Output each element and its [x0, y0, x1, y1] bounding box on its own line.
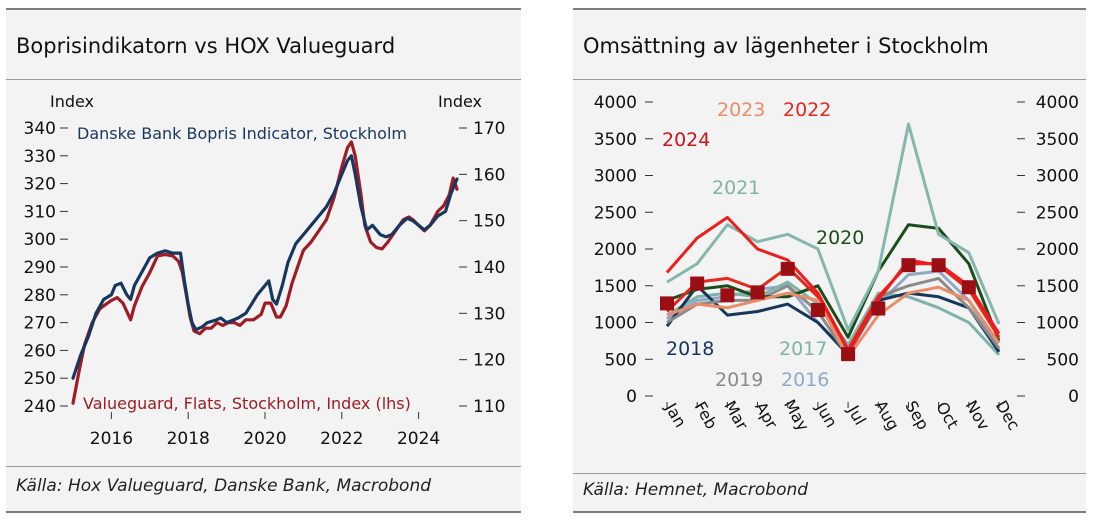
y-right-tick-label: 4000: [1036, 93, 1079, 113]
y-right-tick-label: 3000: [1036, 167, 1079, 187]
y-left-tick-label: 330: [24, 147, 56, 167]
y-right-tick-label: 130: [473, 304, 505, 324]
y-left-tick-label: 2500: [594, 203, 637, 223]
marker-2024: [871, 301, 886, 316]
y-right-tick-label: 160: [473, 165, 505, 185]
right-chart-panel: Omsättning av lägenheter i Stockholm Käl…: [573, 8, 1086, 513]
y-right-tick-label: 110: [473, 397, 505, 417]
panel-top-rule: [6, 8, 521, 10]
y-left-tick-label: 310: [24, 202, 56, 222]
y-right-tick-label: 1500: [1036, 277, 1079, 297]
panel-bottom-rule: [6, 511, 521, 513]
x-tick-label: Nov: [962, 397, 994, 434]
y-right-tick-label: 500: [1047, 350, 1079, 370]
y-right-tick-label: 150: [473, 212, 505, 232]
y-right-tick-label: 140: [473, 258, 505, 278]
year-label-2021: 2021: [712, 177, 760, 199]
y-left-tick-label: 260: [24, 341, 56, 361]
y-left-tick-label: 250: [24, 369, 56, 389]
y-left-tick-label: 270: [24, 314, 56, 334]
y-left-tick-label: 0: [626, 387, 637, 407]
left-chart-source: Källa: Hox Valueguard, Danske Bank, Macr…: [16, 476, 432, 496]
year-label-2016: 2016: [781, 369, 829, 391]
marker-2024: [931, 258, 946, 273]
right-chart-source: Källa: Hemnet, Macrobond: [583, 480, 809, 500]
y-left-tick-label: 340: [24, 119, 56, 139]
marker-2024: [961, 280, 976, 295]
x-tick-label: 2022: [320, 429, 363, 449]
source-divider: [573, 473, 1086, 474]
x-tick-label: Jan: [661, 399, 690, 431]
title-divider: [573, 79, 1086, 80]
y-right-tick-label: 1000: [1036, 314, 1079, 334]
x-tick-label: Sep: [901, 397, 933, 433]
marker-2024: [660, 296, 674, 311]
marker-2024: [690, 276, 705, 291]
series-line-2020: [666, 223, 1001, 342]
y-left-tick-label: 3500: [594, 130, 637, 150]
y-left-tick-label: 320: [24, 175, 56, 195]
x-tick-label: Apr: [751, 399, 782, 433]
y-left-tick-label: 2000: [594, 240, 637, 260]
y-axis-right-label: Index: [438, 92, 482, 111]
y-right-tick-label: 2000: [1036, 240, 1079, 260]
x-tick-label: Oct: [932, 399, 962, 432]
series-line-danske-bank: [71, 154, 459, 380]
right-chart-title: Omsättning av lägenheter i Stockholm: [583, 34, 989, 58]
y-right-tick-label: 3500: [1036, 130, 1079, 150]
y-right-tick-label: 170: [473, 119, 505, 139]
series-label-valueguard: Valueguard, Flats, Stockholm, Index (lhs…: [83, 394, 411, 413]
panel-bottom-rule: [573, 511, 1086, 513]
series-label-danske: Danske Bank Bopris Indicator, Stockholm: [77, 124, 407, 143]
year-label-2019: 2019: [715, 369, 763, 391]
series-line-2023: [666, 285, 1001, 359]
y-left-tick-label: 300: [24, 230, 56, 250]
year-label-2017: 2017: [779, 338, 827, 360]
y-right-tick-label: 120: [473, 351, 505, 371]
x-tick-label: Jun: [812, 399, 841, 431]
title-divider: [6, 79, 521, 80]
x-tick-label: 2016: [90, 429, 133, 449]
left-chart-panel: Boprisindikatorn vs HOX Valueguard Källa…: [6, 8, 521, 513]
year-label-2020: 2020: [816, 227, 864, 249]
year-label-2022: 2022: [783, 99, 831, 121]
y-right-tick-label: 2500: [1036, 203, 1079, 223]
marker-2024: [841, 347, 856, 362]
x-tick-label: May: [780, 396, 813, 434]
y-left-tick-label: 3000: [594, 167, 637, 187]
y-right-tick-label: 0: [1068, 387, 1079, 407]
panel-top-rule: [573, 8, 1086, 10]
marker-2024: [810, 303, 825, 318]
x-tick-label: Feb: [691, 398, 722, 432]
y-left-tick-label: 290: [24, 258, 56, 278]
x-tick-label: Aug: [871, 397, 903, 434]
series-line-2018: [665, 284, 1001, 357]
y-left-tick-label: 1000: [594, 314, 637, 334]
y-axis-left-label: Index: [50, 92, 94, 111]
x-tick-label: Mar: [720, 397, 752, 433]
marker-2024: [780, 261, 795, 276]
series-line-2021: [666, 122, 1001, 332]
source-divider: [6, 466, 521, 467]
marker-2024: [750, 285, 765, 300]
x-tick-label: 2020: [243, 429, 286, 449]
y-left-tick-label: 280: [24, 286, 56, 306]
x-tick-label: 2024: [397, 429, 440, 449]
x-tick-label: 2018: [167, 429, 210, 449]
x-tick-label: Dec: [992, 397, 1024, 433]
y-left-tick-label: 1500: [594, 277, 637, 297]
left-chart-title: Boprisindikatorn vs HOX Valueguard: [16, 34, 396, 58]
x-tick-label: Jul: [843, 401, 870, 428]
y-left-tick-label: 500: [605, 350, 637, 370]
year-label-2024: 2024: [662, 129, 710, 151]
y-left-tick-label: 4000: [594, 93, 637, 113]
marker-2024: [720, 288, 735, 303]
year-label-2018: 2018: [666, 338, 714, 360]
year-label-2023: 2023: [717, 99, 765, 121]
marker-2024: [901, 258, 916, 273]
y-left-tick-label: 240: [24, 397, 56, 417]
